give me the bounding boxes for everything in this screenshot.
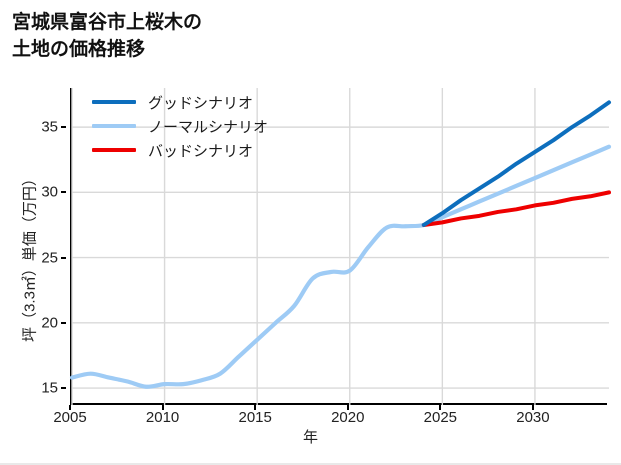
y-axis: 15 20 25 30 35 (0, 88, 66, 405)
x-tick-label: 2015 (238, 409, 272, 426)
legend-swatch-normal-icon (92, 124, 136, 128)
x-tick-mark (439, 405, 442, 410)
legend-label-good: グッドシナリオ (148, 94, 254, 112)
y-tick-label: 35 (41, 118, 58, 136)
x-tick-mark (346, 405, 349, 410)
legend-label-bad: バッドシナリオ (148, 142, 254, 160)
y-tick-label: 20 (41, 314, 58, 332)
x-tick-mark (531, 405, 534, 410)
y-tick-label: 15 (41, 379, 58, 397)
y-tick-mark (61, 256, 66, 259)
chart-legend: グッドシナリオ ノーマルシナリオ バッドシナリオ (92, 90, 268, 162)
x-tick-label: 2005 (53, 409, 87, 426)
x-axis-title: 年 (302, 429, 318, 446)
y-tick-mark (61, 126, 66, 129)
x-tick-label: 2010 (145, 409, 180, 426)
x-tick-label: 2020 (331, 409, 365, 426)
x-tick-mark (254, 405, 257, 410)
y-tick-mark (61, 191, 66, 194)
y-tick-mark (61, 387, 66, 390)
gridlines (71, 88, 609, 405)
x-tick-label: 2030 (516, 409, 550, 426)
series-line (69, 144, 612, 389)
x-tick-label: 2025 (423, 409, 458, 426)
y-axis-title: 坪（3.3㎡）単価（万円） (21, 171, 39, 342)
plot-area (69, 88, 612, 405)
series-line (421, 100, 611, 227)
legend-item-bad[interactable]: バッドシナリオ (92, 138, 268, 162)
legend-swatch-bad-icon (92, 148, 136, 152)
chart-title: 宮城県富谷市上桜木の 土地の価格推移 (12, 12, 203, 60)
series-line (421, 190, 611, 227)
legend-label-normal: ノーマルシナリオ (148, 118, 269, 136)
data-series-lines (69, 100, 612, 389)
page-bottom-divider (0, 463, 621, 465)
y-tick-label: 30 (41, 183, 58, 201)
y-tick-label: 25 (41, 249, 58, 267)
y-tick-mark (61, 321, 66, 324)
x-tick-mark (161, 405, 164, 410)
x-tick-mark (69, 405, 71, 410)
legend-item-good[interactable]: グッドシナリオ (92, 90, 268, 114)
legend-swatch-good-icon (92, 100, 136, 104)
x-axis: 2005 2010 2015 2020 2025 2030 (53, 405, 607, 431)
legend-item-normal[interactable]: ノーマルシナリオ (92, 114, 268, 138)
